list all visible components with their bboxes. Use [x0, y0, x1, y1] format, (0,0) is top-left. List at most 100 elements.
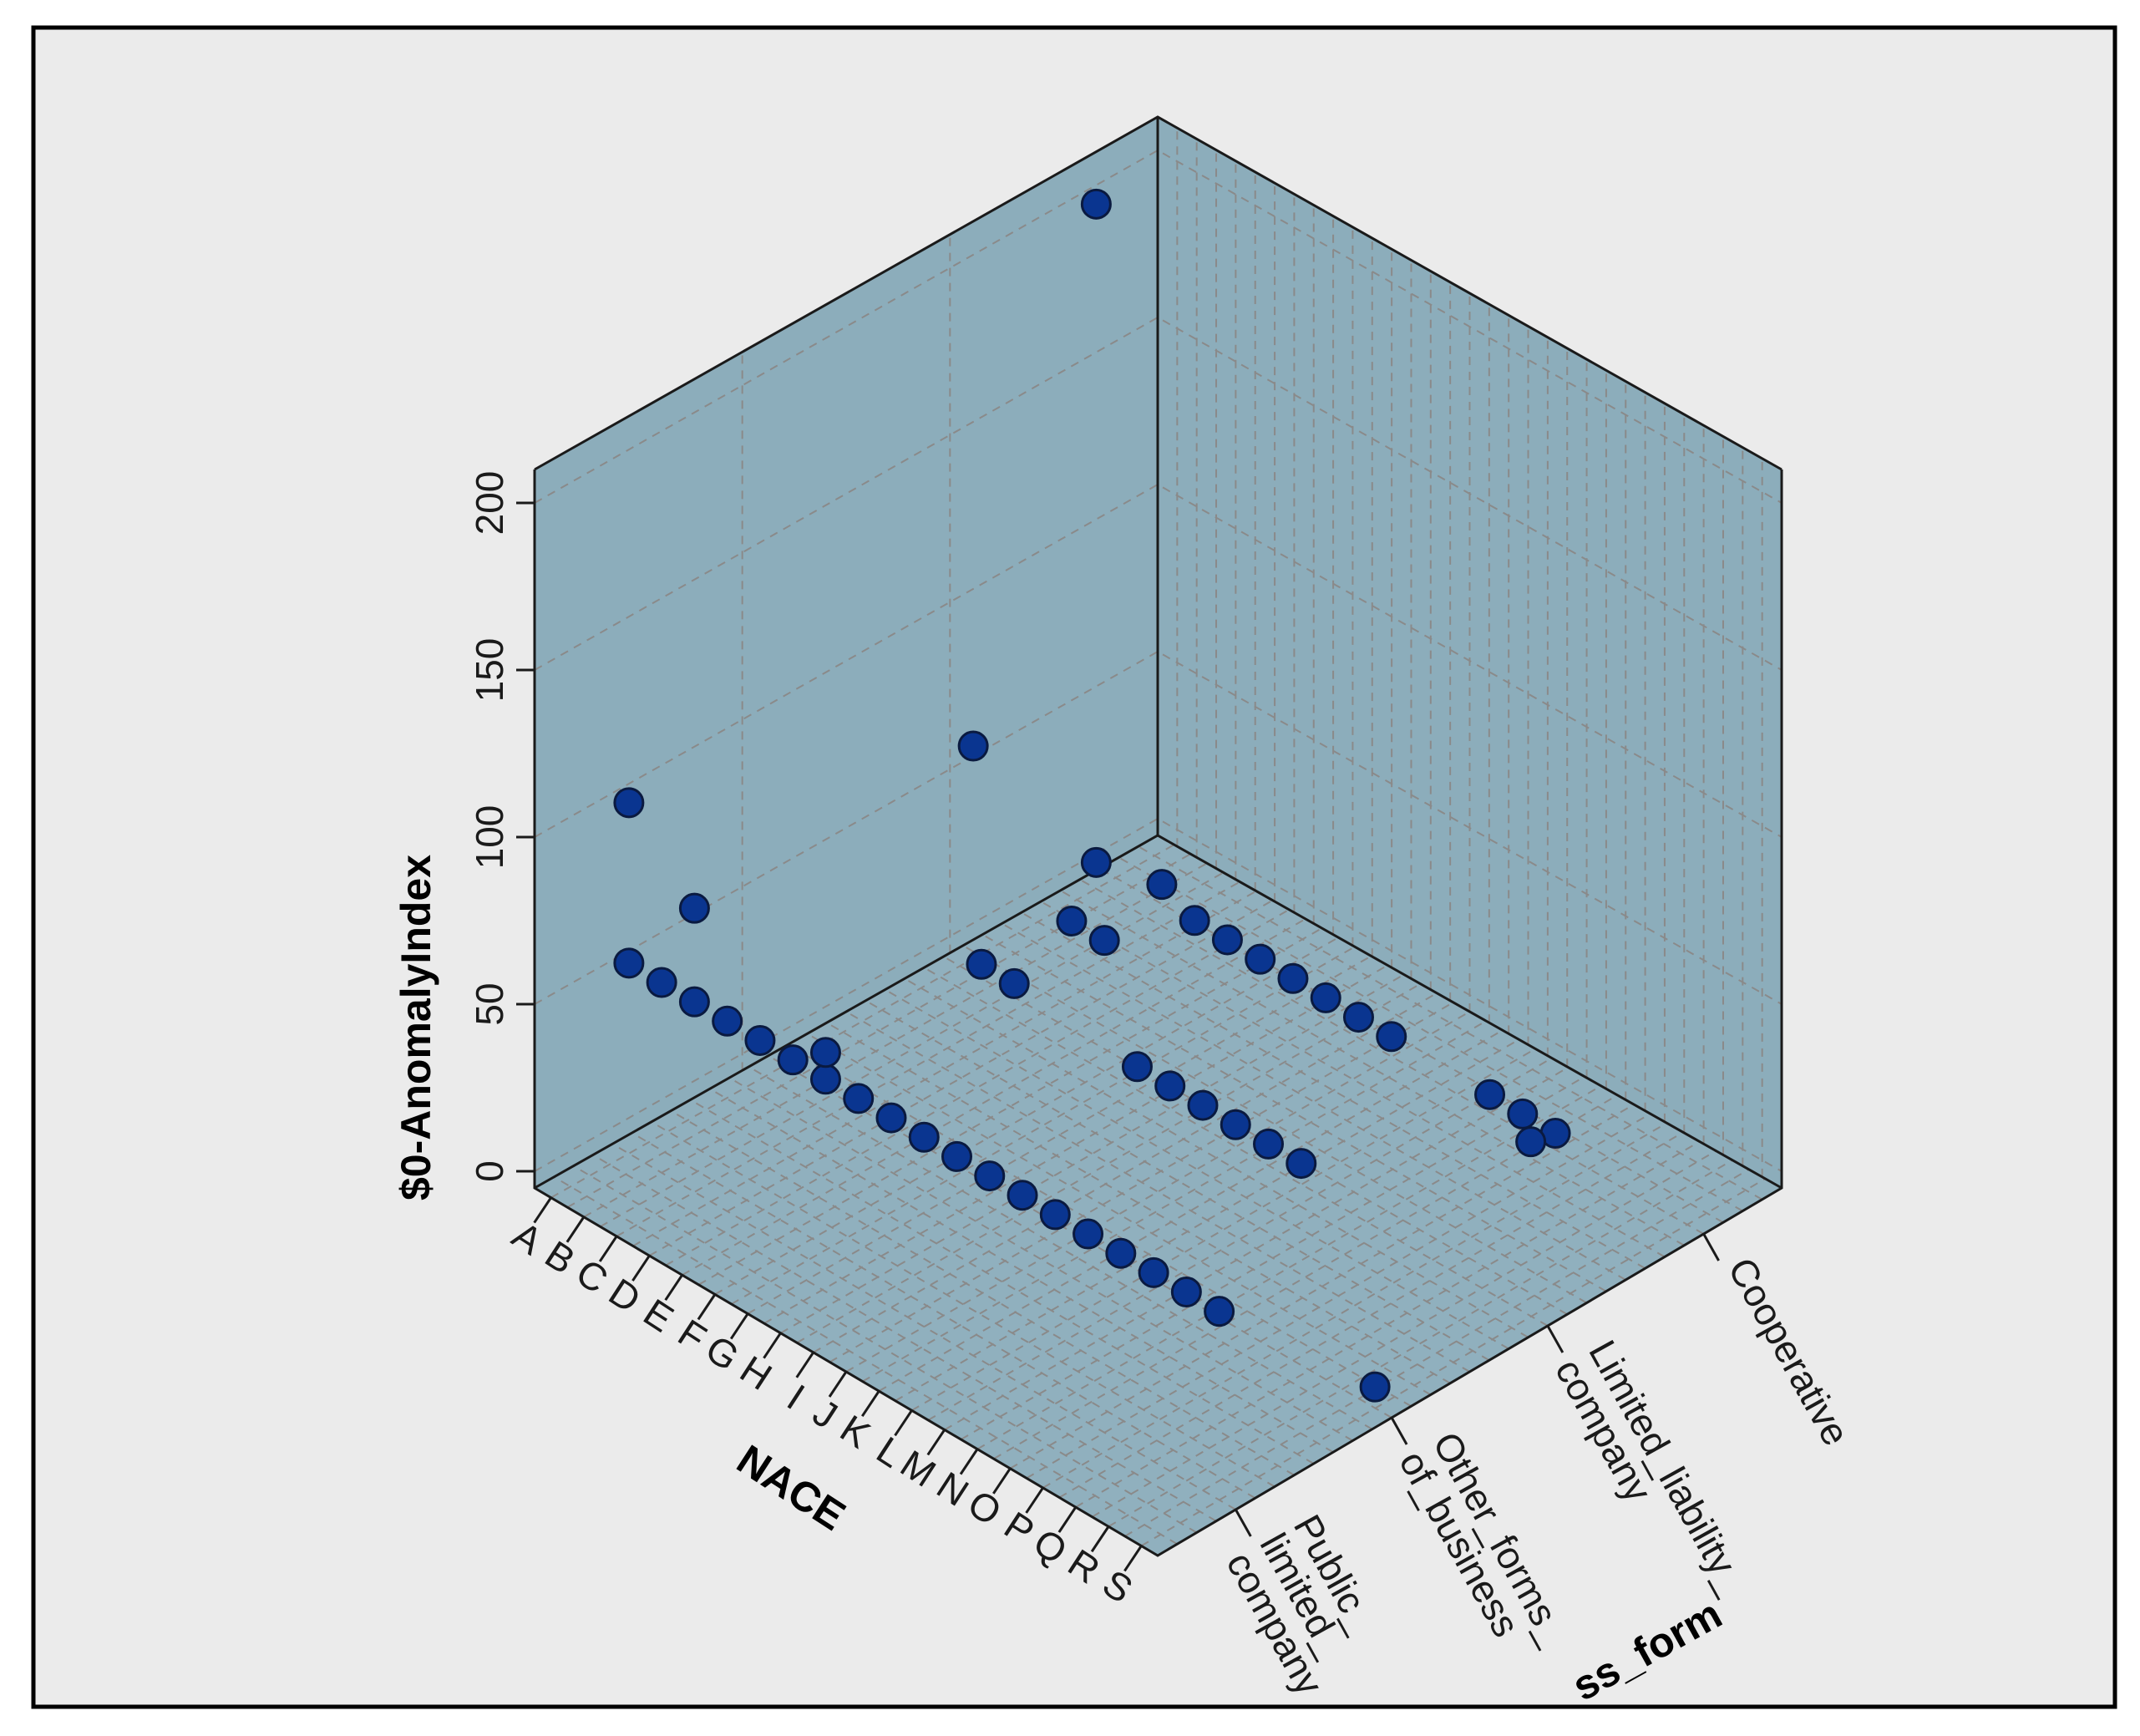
floor [535, 835, 1782, 1556]
data-point [646, 967, 677, 998]
data-point [1080, 846, 1112, 878]
z-tick-label: 200 [468, 471, 511, 536]
data-point [1507, 1098, 1539, 1129]
data-point [1211, 924, 1243, 956]
z-grid-line [534, 817, 1782, 1172]
x-tick [697, 1293, 717, 1321]
x-tick [959, 1448, 979, 1475]
data-point [1359, 1371, 1391, 1403]
z-grid-line [534, 149, 1782, 504]
x-tick [664, 1274, 683, 1302]
data-point [744, 1024, 776, 1056]
y-tick [1390, 1417, 1408, 1445]
x-tick [631, 1255, 651, 1282]
y-tick [1546, 1325, 1564, 1353]
z-axis-title: $0-AnomalyIndex [393, 855, 439, 1200]
z-tick-label: 50 [468, 982, 511, 1025]
data-point [1342, 1002, 1374, 1033]
x-tick [894, 1409, 913, 1437]
data-point [957, 730, 989, 762]
data-point [1179, 905, 1210, 937]
data-point [678, 892, 710, 924]
x-tick [861, 1390, 880, 1417]
data-point [1220, 1109, 1251, 1140]
data-point [1105, 1237, 1137, 1269]
data-points [613, 188, 1571, 1403]
x-tick [828, 1371, 848, 1398]
x-tick [1123, 1545, 1143, 1572]
z-grid-line [534, 650, 1782, 1005]
z-tick-label: 0 [468, 1160, 511, 1182]
data-point [1146, 869, 1178, 901]
data-point [712, 1005, 743, 1037]
data-point [1204, 1296, 1235, 1327]
data-point [1088, 925, 1120, 957]
floor-grid-line [553, 1175, 1178, 1546]
x-tick [763, 1332, 782, 1359]
data-point [1376, 1021, 1407, 1053]
floor-grid-line [1042, 1122, 1667, 1489]
data-point [843, 1083, 875, 1114]
x-tick [1057, 1506, 1078, 1533]
x-tick [926, 1429, 946, 1456]
x-tick [533, 1196, 552, 1224]
data-point [1286, 1148, 1317, 1180]
x-tick [598, 1236, 618, 1262]
data-point [974, 1160, 1006, 1192]
box-edges [533, 115, 1783, 1557]
data-point [1154, 1070, 1186, 1102]
floor-grid-line [592, 1154, 1217, 1522]
data-point [875, 1102, 907, 1134]
data-point [998, 967, 1030, 999]
z-tick-label: 150 [468, 638, 511, 703]
data-point [908, 1121, 940, 1153]
floor-grid-line [993, 1094, 1618, 1460]
data-point [1310, 982, 1341, 1013]
data-point [678, 986, 710, 1018]
x-tick [729, 1312, 749, 1340]
data-point [1187, 1089, 1219, 1121]
data-point [1245, 943, 1276, 975]
data-point [1056, 905, 1088, 937]
floor-grid-line [631, 1132, 1256, 1500]
data-point [1277, 962, 1309, 994]
y-tick [1702, 1233, 1720, 1261]
data-point [613, 787, 645, 819]
data-point [1080, 188, 1112, 220]
y-tick [1235, 1509, 1252, 1537]
data-point [1121, 1051, 1153, 1083]
data-point [1138, 1256, 1169, 1288]
data-point [966, 948, 997, 980]
x-tick [795, 1352, 814, 1378]
floor-grid-line [1108, 1159, 1733, 1528]
data-point [1039, 1199, 1071, 1231]
data-point [777, 1044, 809, 1076]
data-point [613, 947, 645, 979]
data-point [809, 1037, 841, 1069]
data-point [809, 1063, 841, 1095]
floor-grid-line [689, 1099, 1315, 1464]
floor-grid-line [573, 1165, 1198, 1534]
floor-grid-line [611, 1143, 1236, 1510]
floor-grid-line [670, 1109, 1295, 1476]
data-point [1515, 1126, 1547, 1158]
floor-grid-line [651, 1121, 1275, 1488]
x-tick [992, 1467, 1012, 1495]
floor-grid-line [1058, 1131, 1684, 1499]
x-tick [1090, 1525, 1110, 1553]
floor-grid-line [976, 1084, 1602, 1450]
data-point [941, 1140, 973, 1172]
data-point [1170, 1277, 1202, 1308]
data-point [1474, 1079, 1506, 1110]
data-point [1253, 1128, 1285, 1160]
data-point [1007, 1180, 1038, 1211]
x-tick [1025, 1487, 1044, 1514]
floor-plane [535, 835, 1782, 1556]
data-point [1073, 1218, 1104, 1250]
z-tick-label: 100 [468, 805, 511, 870]
z-grid-line [534, 483, 1782, 838]
outer-edge [533, 470, 1783, 1557]
z-grid-line [534, 316, 1782, 671]
x-tick [565, 1216, 586, 1243]
